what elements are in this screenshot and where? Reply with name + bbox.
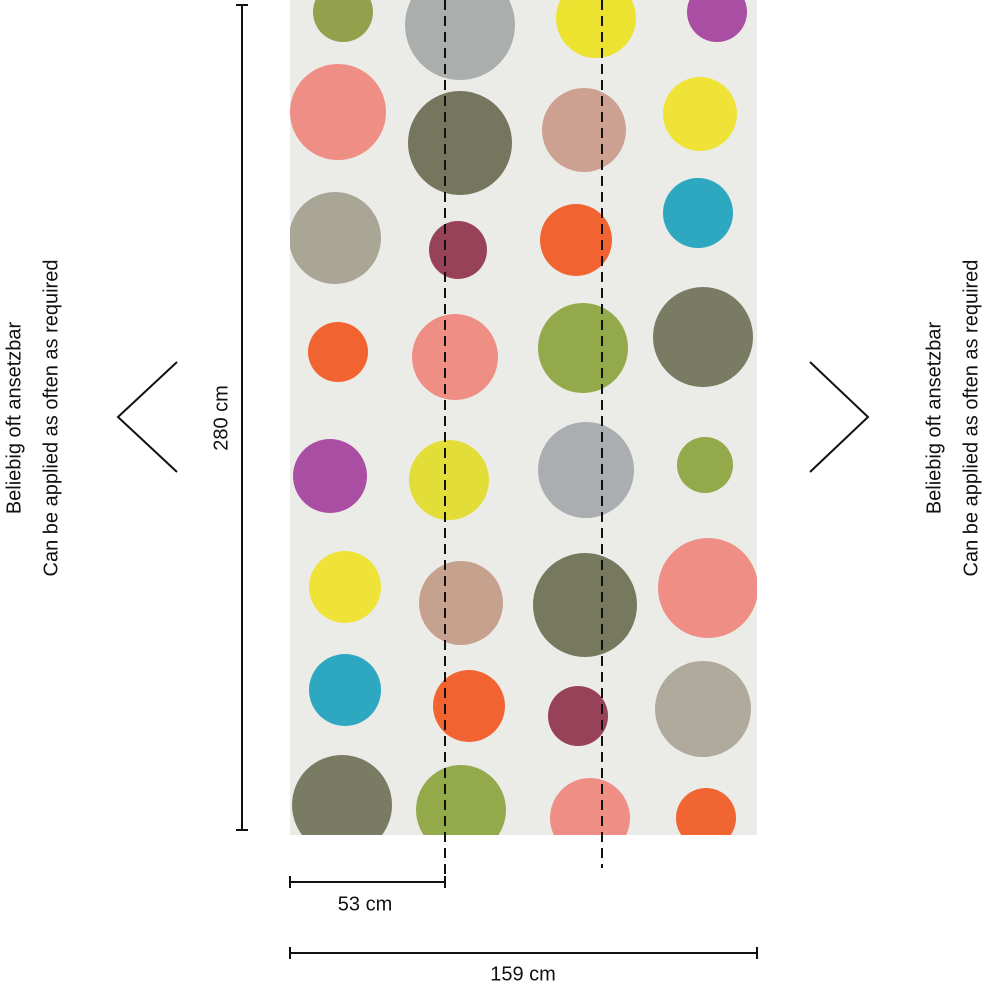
dots (290, 0, 757, 835)
right-note: Beliebig oft ansetzbar (923, 321, 945, 514)
height-dimension (236, 4, 248, 831)
height-label: 280 cm (210, 385, 232, 451)
total-width-dimension (289, 947, 758, 959)
left-note: Beliebig oft ansetzbar (3, 321, 25, 514)
panel-width-dimension (289, 876, 446, 888)
total-width-label: 159 cm (490, 963, 556, 985)
left-note: Can be applied as often as required (40, 260, 62, 577)
left-arrow (116, 361, 178, 473)
panel-width-label: 53 cm (338, 893, 392, 915)
right-note: Can be applied as often as required (960, 260, 982, 577)
right-arrow (809, 361, 870, 473)
